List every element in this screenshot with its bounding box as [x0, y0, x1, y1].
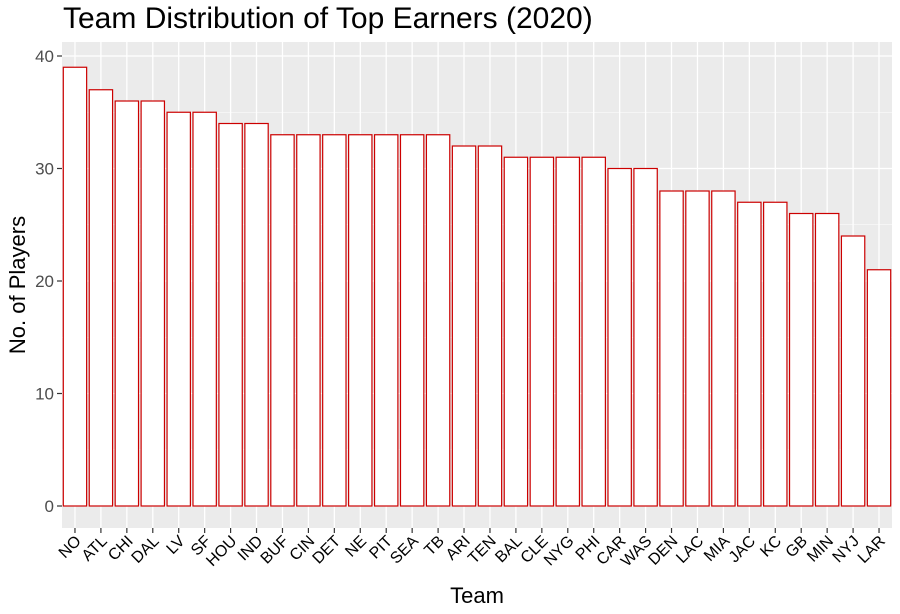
x-tick-label: NE — [342, 533, 370, 561]
bar-den — [659, 190, 684, 507]
bar-ari — [451, 145, 477, 507]
x-tick-label: TEN — [465, 533, 500, 568]
bar-bal — [503, 156, 529, 507]
x-tick-label: MIA — [701, 533, 733, 565]
chart-title: Team Distribution of Top Earners (2020) — [63, 2, 593, 35]
bar-mia — [711, 190, 736, 507]
x-tick-label: BUF — [258, 533, 293, 568]
x-tick-label: DAL — [129, 533, 163, 567]
x-axis-label: Team — [450, 583, 504, 608]
bar-chi — [114, 100, 140, 507]
bar-lv — [166, 111, 191, 507]
y-axis-label: No. of Players — [5, 216, 30, 354]
x-tick-label: LAC — [673, 533, 707, 567]
x-tick-label: NYJ — [830, 533, 863, 566]
bar-sea — [399, 134, 425, 507]
bar-hou — [218, 122, 243, 507]
x-tick-label: NO — [56, 533, 85, 562]
bar-dal — [140, 100, 166, 507]
x-tick-label: CHI — [105, 533, 137, 565]
bar-ind — [244, 122, 269, 507]
bars — [62, 66, 892, 507]
bar-gb — [788, 212, 814, 507]
bar-phi — [581, 156, 606, 507]
x-tick-label: LV — [164, 533, 189, 558]
y-tick-label: 0 — [45, 497, 54, 516]
bar-lar — [866, 269, 892, 507]
x-tick-label: ATL — [79, 533, 111, 565]
bar-sf — [192, 111, 217, 507]
y-axis: 0 10 20 30 40 — [35, 47, 62, 516]
x-tick-label: LAR — [855, 533, 889, 567]
y-tick-label: 10 — [35, 385, 54, 404]
bar-cle — [529, 156, 555, 507]
x-tick-label: BAL — [492, 533, 525, 566]
bar-ten — [477, 145, 503, 507]
bar-nyg — [555, 156, 581, 507]
bar-pit — [373, 134, 399, 507]
x-tick-label: KC — [757, 533, 785, 561]
bar-tb — [425, 134, 451, 507]
bar-buf — [270, 134, 295, 507]
y-tick-label: 40 — [35, 47, 54, 66]
bar-no — [62, 66, 88, 507]
x-tick-label: TB — [421, 533, 447, 559]
bar-car — [607, 167, 632, 507]
bar-nyj — [840, 235, 866, 507]
bar-det — [322, 134, 347, 507]
y-tick-label: 20 — [35, 272, 54, 291]
bar-min — [814, 212, 840, 507]
bar-ne — [348, 134, 373, 507]
x-tick-label: JAC — [726, 533, 759, 566]
x-tick-label: SEA — [387, 533, 422, 568]
bar-atl — [88, 89, 114, 507]
y-tick-label: 30 — [35, 160, 54, 179]
bar-cin — [296, 134, 321, 507]
bar-jac — [737, 201, 762, 507]
bar-lac — [685, 190, 710, 507]
x-tick-label: DET — [310, 533, 345, 568]
bar-kc — [763, 201, 788, 507]
x-tick-label: MIN — [804, 533, 837, 566]
bar-was — [633, 167, 658, 507]
